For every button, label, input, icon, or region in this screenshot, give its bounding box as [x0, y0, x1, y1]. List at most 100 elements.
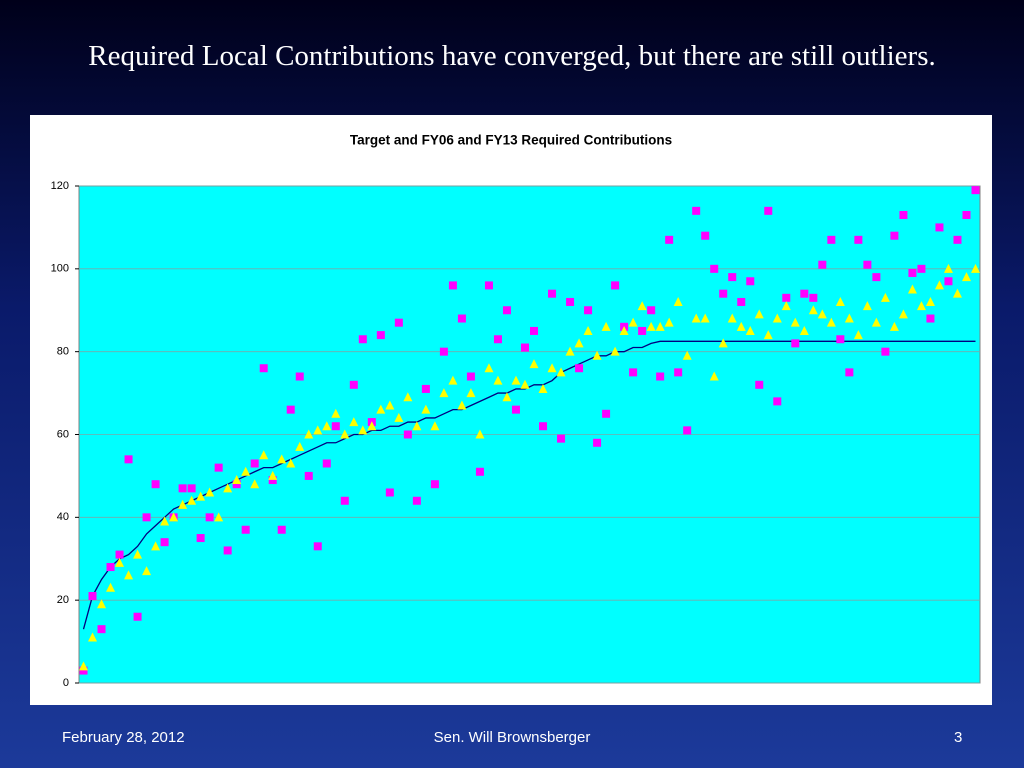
square-marker	[340, 496, 349, 505]
triangle-marker	[754, 309, 764, 319]
square-marker	[701, 231, 710, 240]
square-marker	[890, 231, 899, 240]
square-marker	[944, 277, 953, 286]
square-marker	[421, 384, 430, 393]
triangle-marker	[700, 313, 710, 323]
square-marker	[629, 368, 638, 377]
square-marker	[295, 372, 304, 381]
triangle-marker	[277, 454, 287, 464]
square-marker	[602, 409, 611, 418]
triangle-marker	[799, 325, 809, 335]
triangle-marker	[574, 338, 584, 348]
triangle-marker	[304, 429, 314, 439]
square-marker	[205, 513, 214, 522]
square-marker	[926, 314, 935, 323]
triangle-marker	[646, 321, 656, 331]
triangle-marker	[565, 346, 575, 356]
square-marker	[79, 666, 88, 675]
square-marker	[593, 438, 602, 447]
square-marker	[692, 206, 701, 215]
square-marker	[566, 297, 575, 306]
square-marker	[575, 364, 584, 373]
triangle-marker	[970, 263, 980, 273]
triangle-marker	[142, 566, 152, 576]
square-marker	[683, 426, 692, 435]
y-tick-label: 100	[51, 263, 69, 275]
square-marker	[277, 525, 286, 534]
square-marker	[160, 538, 169, 547]
triangle-marker	[412, 421, 422, 431]
triangle-marker	[466, 388, 476, 398]
square-marker	[530, 326, 539, 335]
square-marker	[548, 289, 557, 298]
square-marker	[412, 496, 421, 505]
square-marker	[313, 542, 322, 551]
square-marker	[178, 484, 187, 493]
footer-date: February 28, 2012	[62, 729, 185, 746]
triangle-marker	[610, 346, 620, 356]
square-marker	[539, 422, 548, 431]
triangle-marker	[943, 263, 953, 273]
square-marker	[647, 306, 656, 315]
square-marker	[115, 550, 124, 559]
triangle-marker	[889, 321, 899, 331]
triangle-marker	[88, 632, 98, 642]
triangle-marker	[898, 309, 908, 319]
square-marker	[376, 331, 385, 340]
square-marker	[962, 210, 971, 219]
square-marker	[286, 405, 295, 414]
square-marker	[899, 210, 908, 219]
square-marker	[755, 380, 764, 389]
triangle-marker	[790, 317, 800, 327]
triangle-marker	[592, 350, 602, 360]
square-marker	[665, 235, 674, 244]
square-marker	[331, 422, 340, 431]
y-tick-label: 80	[57, 346, 69, 358]
square-marker	[863, 260, 872, 269]
square-marker	[520, 343, 529, 352]
square-marker	[250, 459, 259, 468]
square-marker	[358, 335, 367, 344]
triangle-marker	[601, 321, 611, 331]
slide-heading: Required Local Contributions have conver…	[88, 40, 936, 72]
square-marker	[836, 335, 845, 344]
triangle-marker	[691, 313, 701, 323]
y-tick-label: 20	[57, 594, 69, 606]
square-marker	[611, 281, 620, 290]
square-marker	[448, 281, 457, 290]
triangle-marker	[961, 272, 971, 282]
square-marker	[97, 625, 106, 634]
square-marker	[800, 289, 809, 298]
triangle-marker	[763, 330, 773, 340]
triangle-marker	[331, 408, 341, 418]
triangle-marker	[403, 392, 413, 402]
triangle-marker	[718, 338, 728, 348]
triangle-marker	[538, 383, 548, 393]
square-marker	[241, 525, 250, 534]
square-marker	[403, 430, 412, 439]
square-marker	[854, 235, 863, 244]
square-marker	[133, 612, 142, 621]
triangle-marker	[259, 450, 269, 460]
triangle-marker	[511, 375, 521, 385]
square-marker	[268, 476, 277, 485]
triangle-marker	[484, 363, 494, 373]
square-marker	[719, 289, 728, 298]
triangle-marker	[493, 375, 503, 385]
triangle-marker	[457, 400, 467, 410]
triangle-marker	[385, 400, 395, 410]
triangle-marker	[907, 284, 917, 294]
triangle-marker	[322, 421, 332, 431]
triangle-marker	[205, 487, 215, 497]
triangle-marker	[520, 379, 530, 389]
triangle-marker	[394, 412, 404, 422]
triangle-marker	[349, 417, 359, 427]
triangle-marker	[187, 495, 197, 505]
triangle-marker	[835, 296, 845, 306]
square-marker	[845, 368, 854, 377]
triangle-marker	[448, 375, 458, 385]
triangle-marker	[313, 425, 323, 435]
square-marker	[584, 306, 593, 315]
square-marker	[322, 459, 331, 468]
